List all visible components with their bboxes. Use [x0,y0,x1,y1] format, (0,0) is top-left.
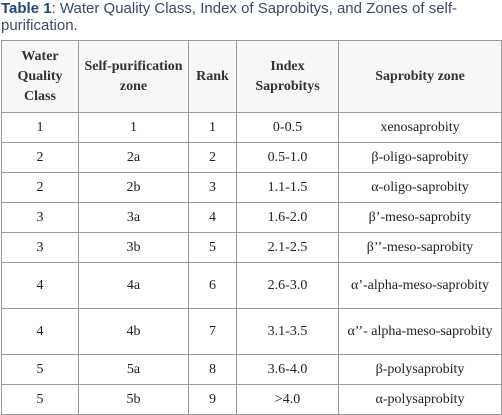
table-cell: 9 [188,384,237,415]
caption: Table 1: Water Quality Class, Index of S… [1,0,501,34]
header-cell: Index Saprobitys [236,40,339,113]
table-row: 1 1 1 0-0.5 xenosaprobity [1,112,502,143]
table-row: 5 5b 9 >4.0 α-polysaprobity [1,384,502,415]
table-cell: α-oligo-saprobity [338,172,502,203]
table-row: 5 5a 8 3.6-4.0 β-polysaprobity [1,354,502,385]
table-row: 2 2a 2 0.5-1.0 β-oligo-saprobity [1,142,502,173]
table-cell: 3 [188,172,237,203]
header-row: Water Quality Class Self-purification zon… [1,40,502,113]
table-cell: 5 [1,354,79,385]
table-cell: 8 [188,354,237,385]
table-cell: 1 [188,112,237,143]
table-body: 1 1 1 0-0.5 xenosaprobity 2 2a 2 0.5-1.0 β-oligo-… [1,112,502,415]
table-cell: 2b [78,172,189,203]
table-cell: 1 [78,112,189,143]
table-cell: 4a [78,262,189,309]
table-cell: α’-alpha-meso-saprobity [338,262,502,309]
table-cell: β-oligo-saprobity [338,142,502,173]
table-cell: 3.6-4.0 [236,354,339,385]
table-cell: 2 [1,142,79,173]
table-cell: 1.1-1.5 [236,172,339,203]
table-cell: 7 [188,308,237,355]
table-cell: α’’- alpha-meso-saprobity [338,308,502,355]
table-cell: 5 [1,384,79,415]
table-cell: 2a [78,142,189,173]
caption-label: Table 1 [1,0,52,17]
table-cell: 2 [1,172,79,203]
table-cell: 0.5-1.0 [236,142,339,173]
table-cell: 1 [1,112,79,143]
table-cell: 3b [78,232,189,263]
table-cell: 5a [78,354,189,385]
table-cell: 5 [188,232,237,263]
table-cell: xenosaprobity [338,112,502,143]
table-cell: α-polysaprobity [338,384,502,415]
table-cell: 2.6-3.0 [236,262,339,309]
header-cell: Self-purification zone [78,40,189,113]
table-cell: 5b [78,384,189,415]
table-cell: 3 [1,232,79,263]
table-cell: 0-0.5 [236,112,339,143]
table-cell: β-polysaprobity [338,354,502,385]
table-cell: β’’-meso-saprobity [338,232,502,263]
table-cell: 3 [1,202,79,233]
caption-text: : Water Quality Class, Index of Saprobit… [1,0,458,34]
header-cell: Rank [188,40,237,113]
table-row: 4 4a 6 2.6-3.0 α’-alpha-meso-saprobity [1,262,502,309]
table-cell: 6 [188,262,237,309]
table-row: 2 2b 3 1.1-1.5 α-oligo-saprobity [1,172,502,203]
table-cell: 2.1-2.5 [236,232,339,263]
table-cell: 3.1-3.5 [236,308,339,355]
table-row: 3 3a 4 1.6-2.0 β’-meso-saprobity [1,202,502,233]
table-cell: 4 [188,202,237,233]
table-cell: 1.6-2.0 [236,202,339,233]
table: Water Quality Class Self-purification zon… [1,40,502,415]
header-cell: Water Quality Class [1,40,79,113]
table-cell: 3a [78,202,189,233]
table-cell: 4 [1,262,79,309]
table-cell: β’-meso-saprobity [338,202,502,233]
table-cell: >4.0 [236,384,339,415]
table-cell: 4 [1,308,79,355]
table-row: 4 4b 7 3.1-3.5 α’’- alpha-meso-saprobity [1,308,502,355]
table-row: 3 3b 5 2.1-2.5 β’’-meso-saprobity [1,232,502,263]
table-cell: 4b [78,308,189,355]
header-cell: Saprobity zone [338,40,502,113]
table-cell: 2 [188,142,237,173]
